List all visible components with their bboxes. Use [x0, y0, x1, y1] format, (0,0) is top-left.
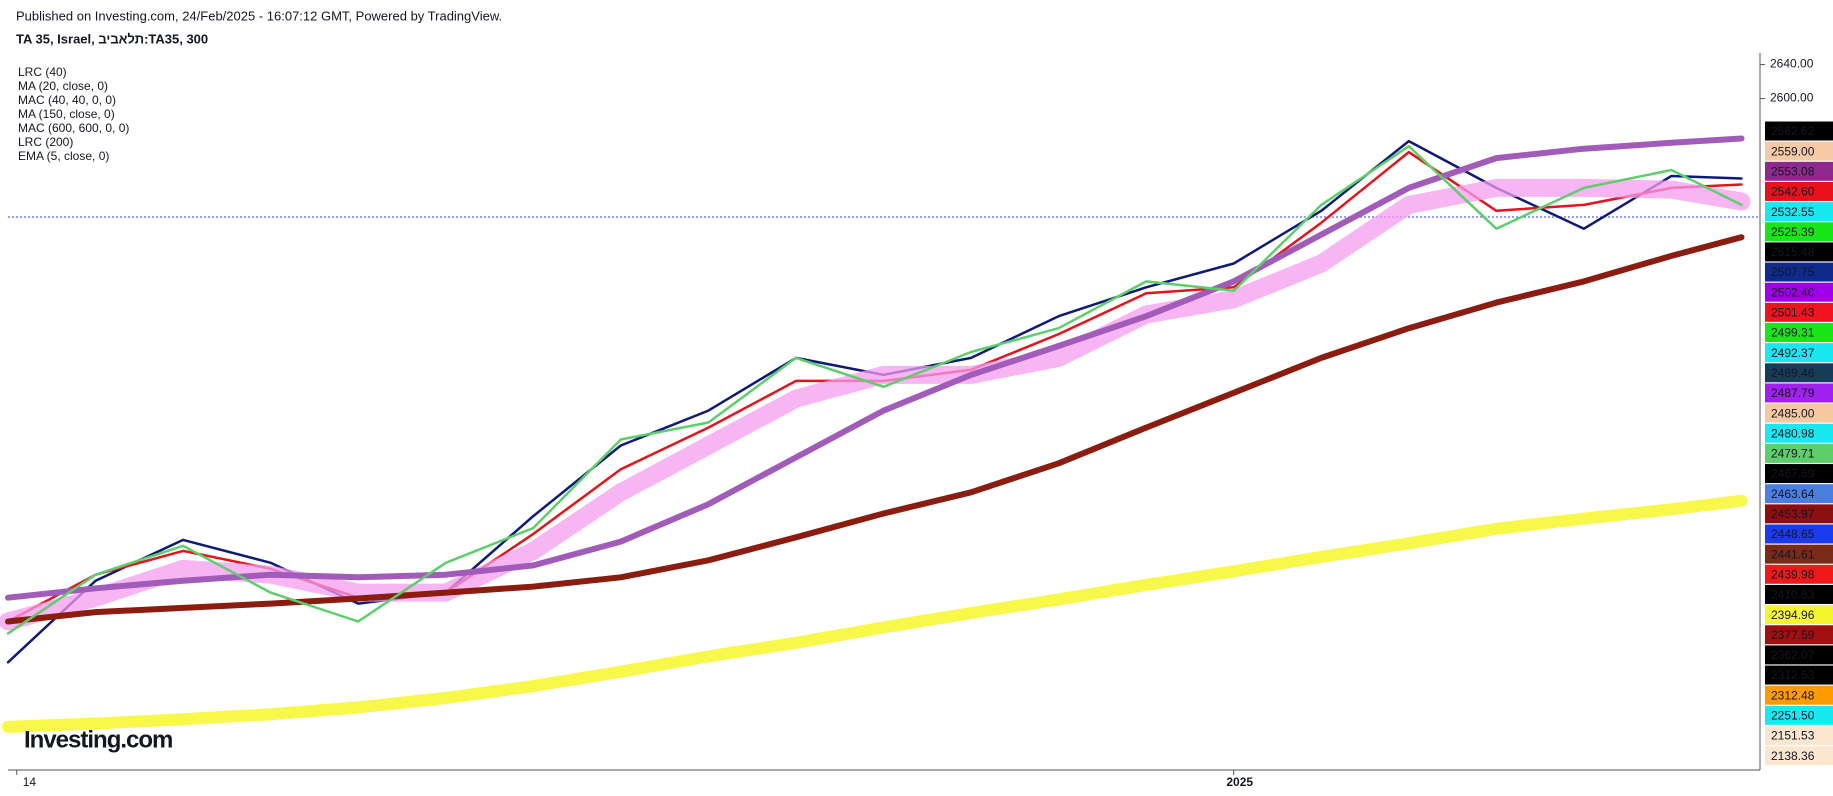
price-tag-label: 2492.37 — [1771, 346, 1815, 360]
price-tag-label: 2499.31 — [1771, 326, 1815, 340]
price-tag — [1765, 423, 1833, 443]
price-tag-label: 2479.71 — [1771, 447, 1815, 461]
price-tag-label: 2489.46 — [1771, 366, 1815, 380]
price-tag-label: 2463.64 — [1771, 487, 1815, 501]
price-tag — [1765, 524, 1833, 544]
y-tick-label: 2600.00 — [1770, 91, 1814, 105]
price-tag — [1765, 625, 1833, 645]
x-tick-label: 14 — [23, 775, 37, 789]
legend-entry: EMA (5, close, 0) — [18, 149, 109, 163]
series-line — [6, 150, 1743, 623]
legend-entry: MA (150, close, 0) — [18, 107, 115, 121]
series-line — [6, 139, 1743, 664]
price-tag-label: 2562.62 — [1771, 124, 1815, 138]
price-tag-label: 2441.61 — [1771, 547, 1815, 561]
price-tag-label: 2453.97 — [1771, 507, 1815, 521]
price-tag-label: 2502.40 — [1771, 285, 1815, 299]
price-tag — [1765, 262, 1833, 282]
price-tag-label: 2553.08 — [1771, 164, 1815, 178]
series-line — [2, 494, 1748, 733]
price-tag-label: 2485.00 — [1771, 406, 1815, 420]
price-tag — [1765, 746, 1833, 766]
price-tag — [1765, 363, 1833, 383]
symbol-title: TA 35, Israel, תלאביב:TA35, 300 — [16, 31, 208, 46]
price-tag — [1765, 121, 1833, 141]
price-tag — [1765, 202, 1833, 222]
price-tag-label: 2559.00 — [1771, 144, 1815, 158]
price-tag — [1765, 584, 1833, 604]
price-tag-label: 2467.69 — [1771, 467, 1815, 481]
price-tag-label: 2480.98 — [1771, 426, 1815, 440]
price-tag — [1765, 343, 1833, 363]
legend-entry: MAC (40, 40, 0, 0) — [18, 93, 116, 107]
price-tag-label: 2410.83 — [1771, 588, 1815, 602]
price-tag-label: 2542.60 — [1771, 185, 1815, 199]
price-tag — [1765, 383, 1833, 403]
price-tag-label: 2362.07 — [1771, 648, 1815, 662]
price-tag — [1765, 685, 1833, 705]
price-tag — [1765, 181, 1833, 201]
published-note: Published on Investing.com, 24/Feb/2025 … — [16, 8, 502, 23]
price-tag-label: 2151.53 — [1771, 729, 1815, 743]
price-tag — [1765, 726, 1833, 745]
logo: Investing.com — [24, 726, 172, 753]
price-tag-label: 2138.36 — [1771, 749, 1815, 763]
series-line — [6, 144, 1743, 635]
price-tag-label: 2312.48 — [1771, 688, 1815, 702]
price-tag — [1765, 564, 1833, 584]
price-tag — [1765, 242, 1833, 262]
series-line — [0, 178, 1751, 631]
price-tag — [1765, 141, 1833, 161]
price-tag — [1765, 403, 1833, 423]
price-tag-label: 2507.75 — [1771, 265, 1815, 279]
price-tag — [1765, 504, 1833, 524]
price-tag — [1765, 161, 1833, 181]
x-tick-label: 2025 — [1226, 775, 1253, 789]
price-tag — [1765, 282, 1833, 302]
price-tag-label: 2251.50 — [1771, 709, 1815, 723]
price-tag — [1765, 665, 1833, 685]
price-tag — [1765, 484, 1833, 504]
price-tag-label: 2394.96 — [1771, 608, 1815, 622]
price-tag-label: 2532.55 — [1771, 205, 1815, 219]
price-tag — [1765, 605, 1833, 625]
price-tag — [1765, 645, 1833, 665]
price-tag — [1765, 222, 1833, 242]
price-tag — [1765, 443, 1833, 463]
price-tag-label: 2525.39 — [1771, 225, 1815, 239]
legend-entry: MA (20, close, 0) — [18, 79, 108, 93]
price-tag — [1765, 705, 1833, 725]
series-line — [5, 234, 1745, 625]
price-tag-label: 2377.59 — [1771, 628, 1815, 642]
price-tag-label: 2448.65 — [1771, 527, 1815, 541]
price-tag — [1765, 323, 1833, 342]
legend-entry: LRC (40) — [18, 65, 67, 79]
price-tag — [1765, 464, 1833, 484]
price-tag — [1765, 302, 1833, 322]
price-tag — [1765, 544, 1833, 564]
series-line — [5, 135, 1745, 601]
price-tag-label: 2515.48 — [1771, 245, 1815, 259]
price-tag-label: 2501.43 — [1771, 306, 1815, 320]
legend-entry: LRC (200) — [18, 135, 73, 149]
price-tag-label: 2439.98 — [1771, 567, 1815, 581]
price-tag-label: 2312.53 — [1771, 668, 1815, 682]
price-tag-label: 2487.79 — [1771, 386, 1815, 400]
y-tick-label: 2640.00 — [1770, 57, 1814, 71]
legend-entry: MAC (600, 600, 0, 0) — [18, 121, 129, 135]
